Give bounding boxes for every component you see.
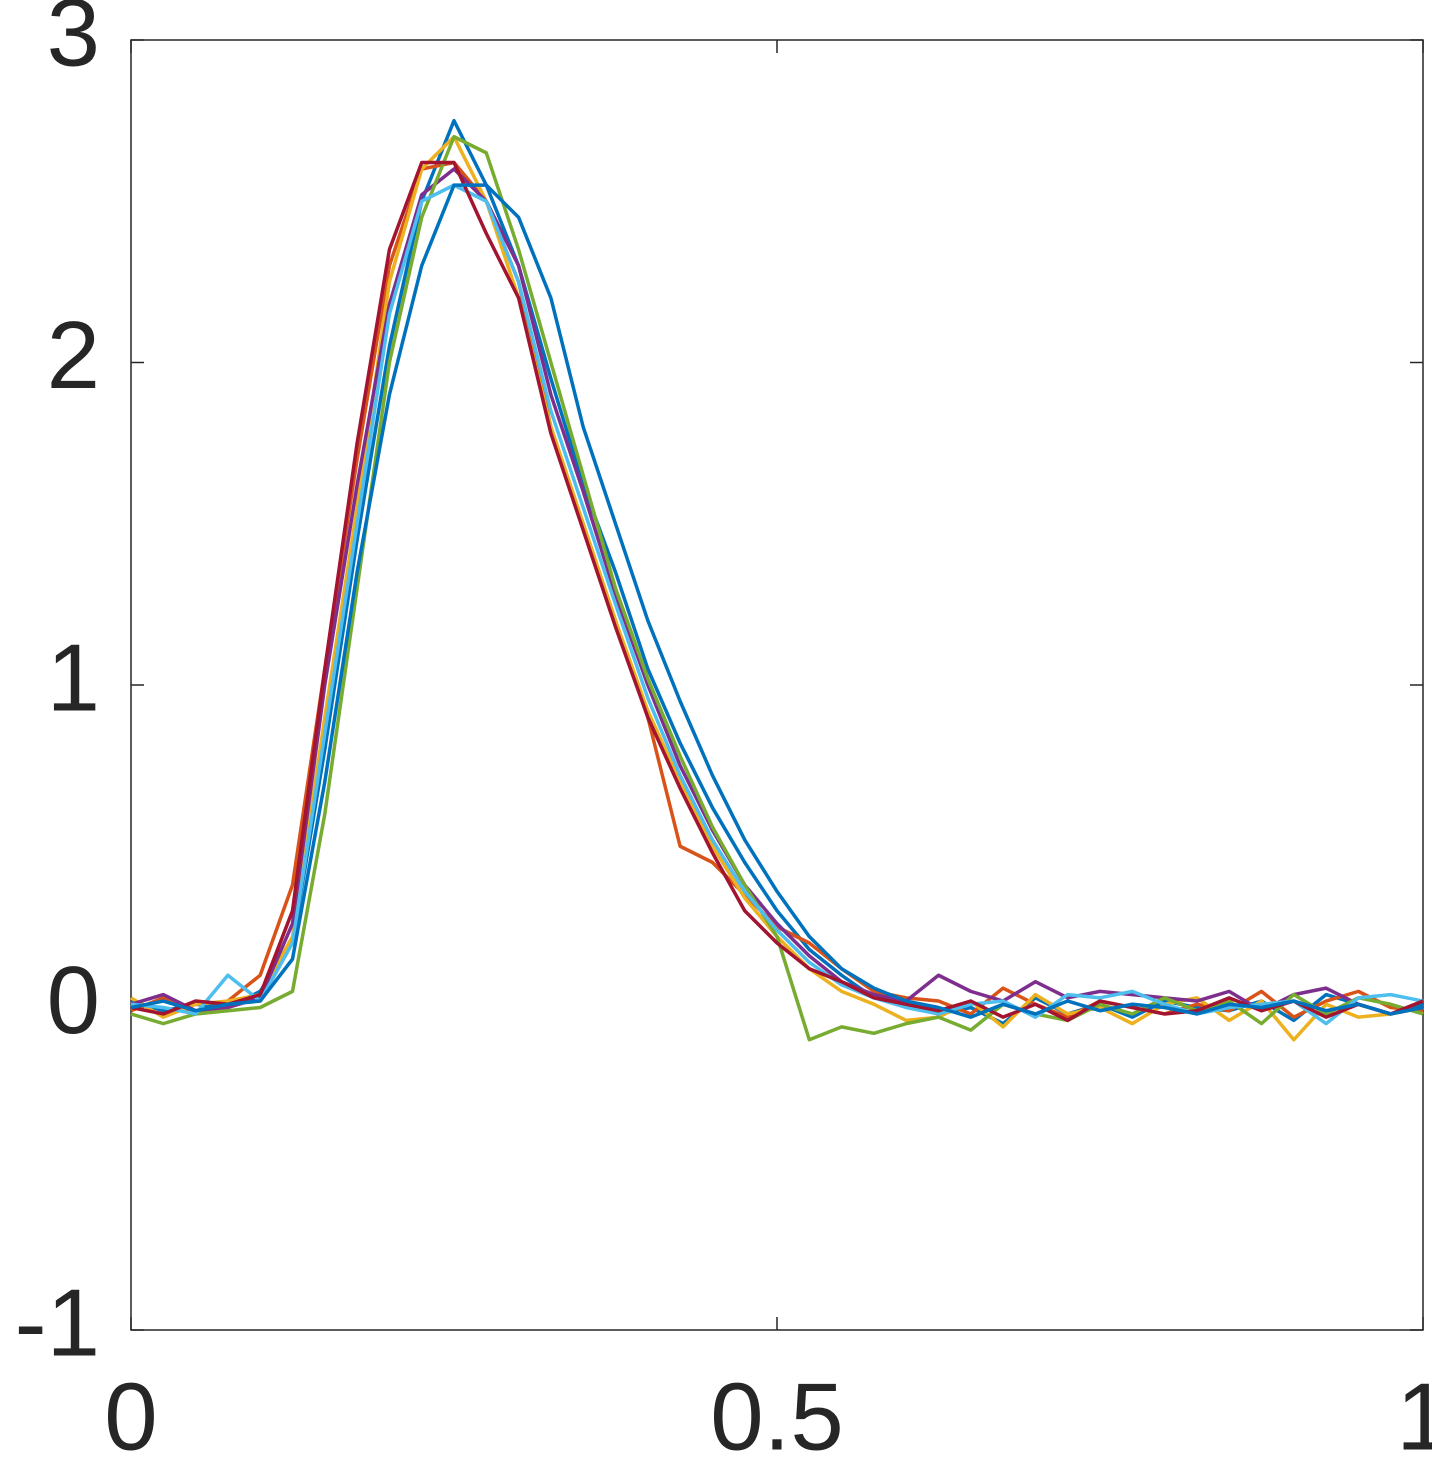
data-line — [130, 135, 1424, 1042]
y-tick-label: -1 — [15, 1269, 100, 1376]
data-line — [130, 183, 1424, 1026]
data-line — [130, 135, 1424, 1042]
y-tick-label: 0 — [47, 947, 100, 1054]
y-tick-label: 2 — [47, 302, 100, 409]
data-line — [130, 167, 1424, 1016]
x-tick-label: 1 — [1396, 1363, 1432, 1468]
x-tick-label: 0 — [104, 1363, 157, 1468]
y-tick-label: 3 — [47, 0, 100, 86]
y-tick-label: 1 — [47, 624, 100, 731]
data-line — [130, 160, 1424, 1023]
x-tick-label: 0.5 — [710, 1363, 843, 1468]
data-line — [130, 183, 1424, 1019]
